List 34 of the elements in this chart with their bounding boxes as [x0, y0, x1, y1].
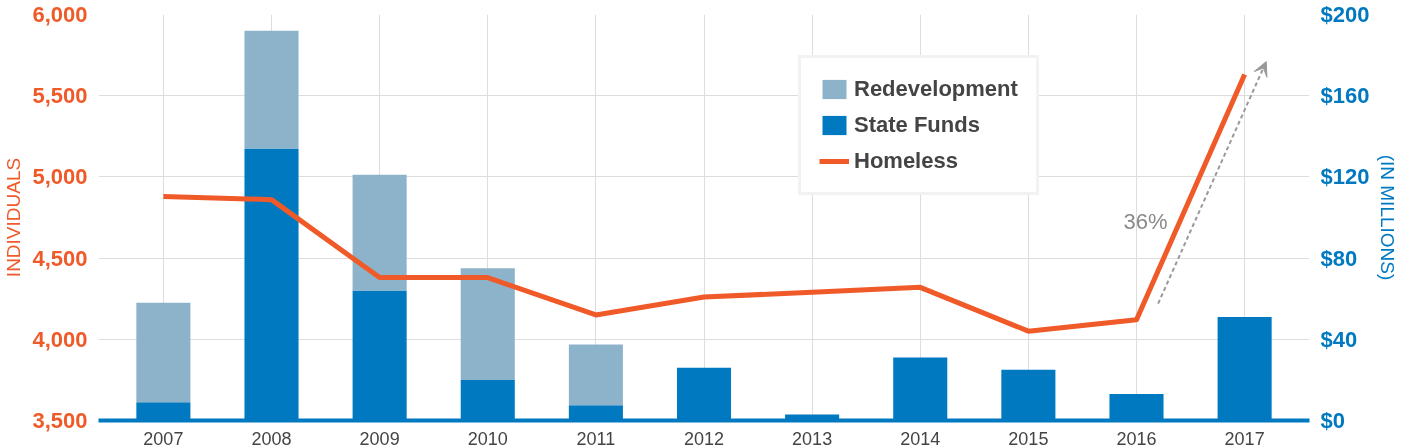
- y-tick-label: 5,500: [32, 83, 88, 109]
- y-tick-label: 3,500: [32, 408, 88, 433]
- y2-tick-label: $200: [1320, 2, 1370, 27]
- x-tick-label: 2013: [792, 428, 833, 447]
- legend-label: Redevelopment: [854, 76, 1018, 102]
- bar: [352, 174, 407, 291]
- x-tick-label: 2008: [251, 428, 292, 447]
- legend-label: Homeless: [854, 148, 958, 174]
- bar: [136, 302, 191, 403]
- x-tick-label: 2010: [467, 428, 508, 447]
- x-tick-label: 2014: [900, 428, 941, 447]
- x-tick-label: 2007: [143, 428, 184, 447]
- y-tick-label: 4,000: [32, 326, 88, 352]
- y2-tick-label: $80: [1320, 245, 1358, 271]
- bar: [244, 30, 299, 149]
- x-tick-label: 2012: [683, 428, 725, 447]
- y2-tick-label: $0: [1320, 408, 1345, 433]
- x-tick-label: 2016: [1116, 428, 1157, 447]
- x-tick-label: 2009: [359, 428, 400, 447]
- y-axis-title: INDIVIDUALS: [3, 157, 25, 278]
- x-tick-label: 2011: [576, 428, 616, 447]
- x-tick-label: 2015: [1008, 428, 1049, 447]
- y2-tick-label: $120: [1320, 164, 1370, 190]
- bar: [568, 344, 623, 406]
- x-tick-label: 2017: [1224, 428, 1265, 447]
- annotation: 36%: [1123, 209, 1168, 235]
- y2-axis-title: (IN MILLIONS): [1377, 154, 1399, 281]
- y-tick-label: 6,000: [32, 2, 88, 27]
- y2-tick-label: $160: [1320, 83, 1370, 109]
- y-tick-label: 5,000: [32, 164, 88, 190]
- y-tick-label: 4,500: [32, 245, 88, 271]
- y2-tick-label: $40: [1320, 326, 1358, 352]
- legend-label: State Funds: [854, 112, 980, 138]
- bar: [460, 268, 515, 380]
